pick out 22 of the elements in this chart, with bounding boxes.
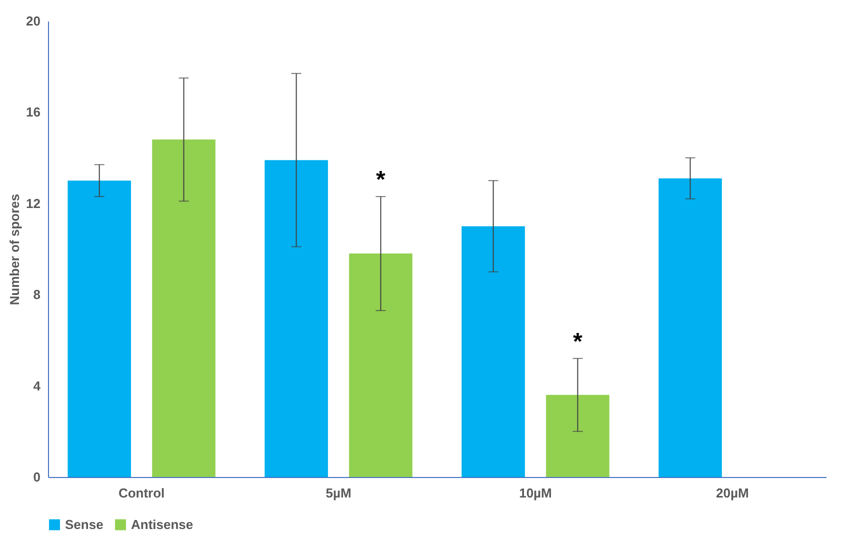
data-label: * (376, 166, 386, 194)
bar (349, 254, 412, 477)
x-tick-label: 5µM (326, 486, 352, 500)
y-tick-label: 16 (26, 104, 40, 120)
legend-label: Sense (65, 516, 104, 532)
x-tick-label: 20µM (716, 486, 749, 500)
bar (264, 160, 328, 477)
bar (152, 140, 216, 477)
y-tick-label: 20 (26, 14, 40, 28)
bar (462, 226, 525, 477)
x-tick-label: 10µM (519, 486, 552, 500)
bar (68, 180, 132, 477)
y-tick-label: 0 (33, 470, 40, 484)
data-label: * (573, 328, 584, 356)
y-axis-title: Number of spores (7, 194, 22, 306)
y-tick-label: 4 (33, 378, 42, 394)
y-tick-label: 8 (33, 287, 40, 302)
bar (658, 178, 722, 477)
bar (546, 394, 610, 477)
legend-label: Antisense (131, 516, 194, 532)
x-tick-label: Control (118, 486, 165, 500)
y-tick-label: 12 (26, 196, 40, 211)
